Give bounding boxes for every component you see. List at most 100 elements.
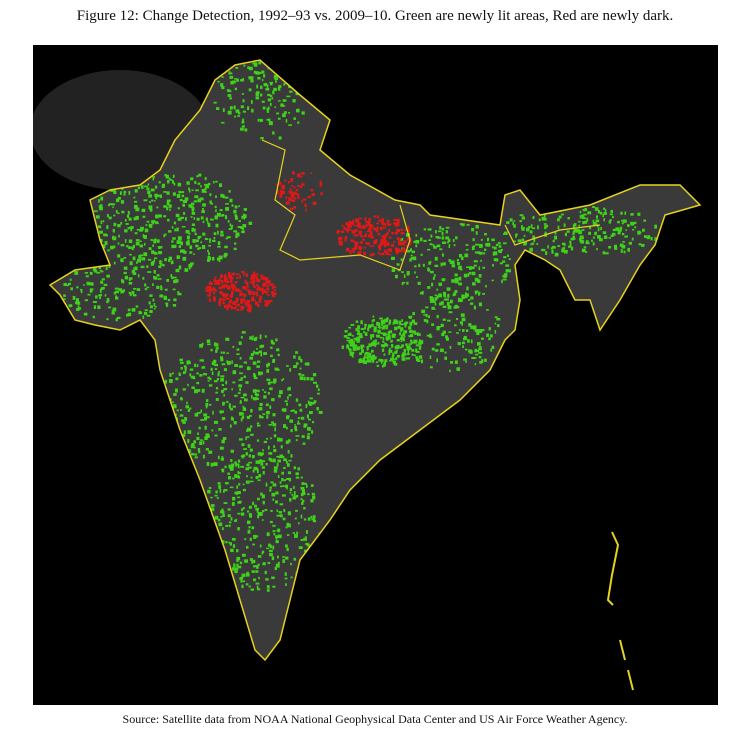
lit-pixel <box>251 455 255 459</box>
lit-pixel <box>200 359 203 362</box>
lit-pixel <box>229 542 232 546</box>
lit-pixel <box>227 94 232 97</box>
lit-pixel <box>418 355 423 359</box>
dark-pixel <box>301 200 303 203</box>
lit-pixel <box>515 233 518 236</box>
lit-pixel <box>212 410 214 415</box>
dark-pixel <box>280 191 283 196</box>
lit-pixel <box>168 259 171 262</box>
lit-pixel <box>370 349 374 353</box>
lit-pixel <box>282 556 286 558</box>
lit-pixel <box>112 235 115 239</box>
lit-pixel <box>414 271 416 274</box>
dark-pixel <box>214 276 217 279</box>
lit-pixel <box>167 179 170 184</box>
lit-pixel <box>449 261 453 264</box>
lit-pixel <box>190 375 195 379</box>
lit-pixel <box>394 345 398 348</box>
lit-pixel <box>296 108 300 113</box>
lit-pixel <box>99 288 102 293</box>
lit-pixel <box>454 360 458 365</box>
lit-pixel <box>230 548 234 553</box>
lit-pixel <box>474 277 479 282</box>
lit-pixel <box>243 393 247 397</box>
dark-pixel <box>247 308 252 313</box>
dark-pixel <box>363 251 366 256</box>
lit-pixel <box>561 248 565 253</box>
lit-pixel <box>603 235 608 239</box>
lit-pixel <box>251 455 255 457</box>
lit-pixel <box>97 305 101 310</box>
lit-pixel <box>255 92 259 97</box>
lit-pixel <box>429 243 433 246</box>
lit-pixel <box>286 487 288 490</box>
lit-pixel <box>478 292 481 296</box>
lit-pixel <box>172 304 177 307</box>
lit-pixel <box>210 462 214 467</box>
lit-pixel <box>170 274 173 278</box>
lit-pixel <box>260 463 264 466</box>
lit-pixel <box>484 232 487 236</box>
lit-pixel <box>148 205 153 210</box>
lit-pixel <box>147 258 152 261</box>
lit-pixel <box>384 318 388 322</box>
dark-pixel <box>372 245 375 248</box>
lit-pixel <box>107 204 110 207</box>
lit-pixel <box>245 437 247 441</box>
lit-pixel <box>474 357 477 359</box>
lit-pixel <box>108 306 112 309</box>
lit-pixel <box>260 93 263 97</box>
lit-pixel <box>383 353 386 356</box>
lit-pixel <box>193 446 196 449</box>
dark-pixel <box>354 229 359 232</box>
lit-pixel <box>93 305 97 309</box>
lit-pixel <box>133 204 138 209</box>
lit-pixel <box>411 349 414 352</box>
lit-pixel <box>196 381 200 385</box>
lit-pixel <box>283 424 287 429</box>
lit-pixel <box>266 414 269 419</box>
lit-pixel <box>75 298 79 303</box>
lit-pixel <box>214 205 217 209</box>
lit-pixel <box>255 475 259 480</box>
lit-pixel <box>610 209 613 213</box>
lit-pixel <box>434 297 437 300</box>
lit-pixel <box>256 510 259 513</box>
lit-pixel <box>439 248 443 251</box>
lit-pixel <box>451 279 455 283</box>
dark-pixel <box>345 235 348 240</box>
dark-pixel <box>253 284 255 288</box>
dark-pixel <box>210 282 214 286</box>
lit-pixel <box>204 187 207 190</box>
dark-pixel <box>220 274 224 279</box>
lit-pixel <box>230 408 234 411</box>
lit-pixel <box>580 240 585 244</box>
lit-pixel <box>400 328 402 332</box>
dark-pixel <box>273 292 277 295</box>
lit-pixel <box>275 535 279 539</box>
lit-pixel <box>250 353 254 356</box>
lit-pixel <box>289 498 292 502</box>
lit-pixel <box>628 241 632 245</box>
lit-pixel <box>377 322 380 327</box>
lit-pixel <box>446 241 449 244</box>
lit-pixel <box>398 346 403 349</box>
lit-pixel <box>300 416 305 420</box>
lit-pixel <box>278 85 282 88</box>
lit-pixel <box>124 229 128 233</box>
lit-pixel <box>444 351 447 354</box>
dark-pixel <box>371 252 375 256</box>
lit-pixel <box>221 384 224 387</box>
lit-pixel <box>408 343 412 345</box>
lit-pixel <box>295 494 299 498</box>
lit-pixel <box>100 280 104 284</box>
lit-pixel <box>219 446 224 450</box>
lit-pixel <box>158 181 161 184</box>
lit-pixel <box>143 199 148 202</box>
lit-pixel <box>266 107 270 111</box>
lit-pixel <box>273 466 278 470</box>
lit-pixel <box>248 466 252 469</box>
lit-pixel <box>396 320 399 325</box>
lit-pixel <box>210 367 213 371</box>
lit-pixel <box>468 271 472 275</box>
